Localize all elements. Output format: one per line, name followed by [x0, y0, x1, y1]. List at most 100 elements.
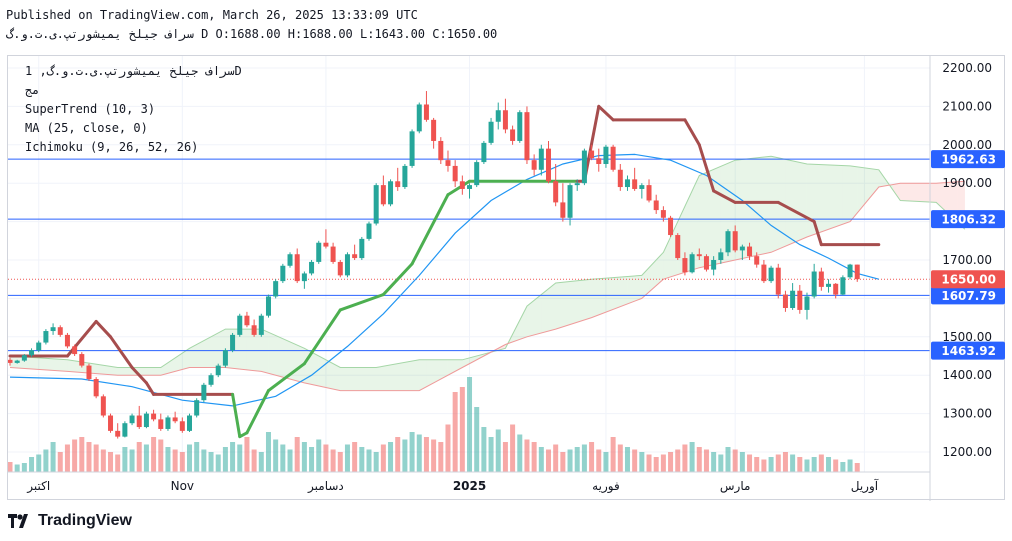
kumo-segment	[45, 358, 54, 371]
kumo-segment	[943, 182, 951, 216]
legend-ichimoku[interactable]: Ichimoku (9, 26, 52, 26)	[25, 140, 199, 154]
volume-bar	[646, 454, 652, 472]
kumo-segment	[763, 156, 772, 254]
volume-bar	[790, 454, 796, 472]
kumo-segment	[361, 367, 369, 391]
kumo-segment	[139, 367, 147, 376]
volume-bar	[344, 444, 350, 472]
kumo-segment	[196, 340, 204, 368]
price-chart[interactable]: 2200.002100.002000.001900.001800.001700.…	[8, 56, 1006, 501]
candle-body	[287, 254, 293, 266]
volume-bar	[380, 444, 386, 472]
volume-bar	[754, 457, 760, 472]
kumo-segment	[663, 236, 671, 280]
kumo-segment	[771, 156, 779, 253]
candle-body	[467, 185, 473, 189]
candle-body	[818, 271, 824, 287]
level-tag: 1806.32	[941, 213, 996, 227]
time-tick-label: Nov	[171, 479, 194, 493]
volume-bar	[467, 377, 473, 472]
volume-bar	[739, 452, 745, 472]
kumo-segment	[462, 357, 470, 368]
legend-ma[interactable]: MA (25, close, 0)	[25, 121, 148, 135]
candle-body	[660, 210, 666, 218]
time-tick-label: دسامبر	[307, 479, 344, 494]
candle-body	[416, 104, 422, 132]
candle-body	[151, 413, 157, 420]
supertrend-segment	[776, 200, 816, 224]
volume-bar	[818, 454, 824, 472]
kumo-segment	[555, 282, 563, 330]
volume-bar	[826, 457, 832, 472]
candle-body	[711, 260, 717, 270]
level-tag: 1607.79	[941, 289, 996, 303]
candle-body	[833, 283, 839, 295]
candle-body	[64, 334, 70, 347]
kumo-segment	[541, 288, 549, 333]
candle-body	[208, 375, 214, 385]
volume-bar	[603, 452, 609, 472]
volume-bar	[718, 454, 724, 472]
candle-body	[344, 254, 350, 276]
kumo-segment	[591, 278, 599, 318]
candle-body	[747, 246, 753, 257]
volume-bar	[136, 442, 142, 472]
candle-body	[79, 354, 85, 366]
candle-body	[826, 283, 832, 287]
volume-bar	[287, 449, 293, 472]
volume-bar	[847, 459, 853, 472]
supertrend-segment	[109, 335, 134, 370]
volume-bar	[158, 439, 164, 472]
kumo-segment	[605, 277, 614, 313]
published-line: Published on TradingView.com, March 26, …	[6, 8, 418, 22]
volume-bar	[108, 452, 114, 472]
candle-body	[72, 346, 78, 355]
kumo-segment	[268, 332, 276, 376]
supertrend-segment	[597, 104, 615, 122]
volume-bar	[122, 447, 128, 472]
kumo-segment	[828, 164, 836, 230]
kumo-segment	[433, 359, 441, 383]
candle-body	[21, 355, 27, 361]
volume-bar	[524, 439, 530, 472]
kumo-segment	[864, 167, 872, 205]
candle-body	[531, 160, 537, 170]
candle-body	[617, 169, 623, 188]
volume-bar	[423, 437, 429, 472]
volume-bar	[265, 432, 271, 472]
volume-bar	[179, 452, 185, 472]
kumo-segment	[124, 367, 133, 376]
kumo-segment	[620, 276, 628, 307]
legend-sub: مج	[25, 83, 40, 97]
volume-bar	[502, 442, 508, 472]
candle-body	[301, 273, 307, 282]
candle-body	[158, 419, 164, 429]
candle-body	[201, 384, 207, 401]
price-tick-label: 1900.00	[942, 176, 992, 190]
volume-bar	[567, 449, 573, 472]
candle-body	[294, 254, 300, 282]
kumo-segment	[699, 172, 707, 268]
volume-bar	[72, 439, 78, 472]
kumo-segment	[60, 359, 68, 372]
volume-bar	[323, 444, 329, 472]
volume-bar	[840, 462, 846, 472]
candle-body	[251, 325, 257, 335]
kumo-segment	[649, 260, 657, 292]
candle-body	[589, 150, 595, 159]
chart-frame[interactable]: 2200.002100.002000.001900.001800.001700.…	[7, 55, 1006, 501]
volume-bar	[481, 427, 487, 472]
legend-supertrend[interactable]: SuperTrend (10, 3)	[25, 102, 156, 116]
candle-body	[359, 238, 365, 259]
volume-bar	[610, 437, 616, 472]
candle-body	[797, 290, 803, 310]
volume-bar	[488, 437, 494, 472]
tradingview-logo[interactable]: TradingView	[8, 512, 132, 530]
volume-bar	[703, 449, 709, 472]
candle-body	[280, 265, 286, 282]
volume-bar	[143, 444, 149, 472]
volume-bar	[797, 457, 803, 472]
kumo-segment	[239, 329, 247, 370]
kumo-segment	[297, 345, 305, 383]
level-tag-bg	[931, 210, 1005, 229]
